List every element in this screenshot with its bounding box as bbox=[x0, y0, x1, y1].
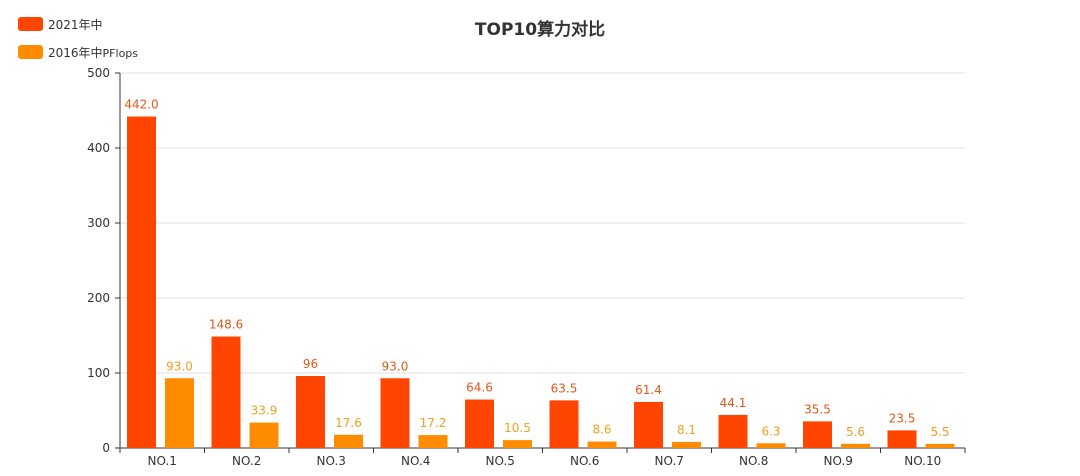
bar-2021 bbox=[634, 401, 663, 448]
bar-2016 bbox=[503, 440, 532, 448]
bar-2021 bbox=[380, 378, 410, 448]
x-tick-label: NO.9 bbox=[824, 454, 853, 468]
bar-2016 bbox=[334, 434, 363, 448]
bar-2021 bbox=[718, 414, 748, 448]
bar-2016 bbox=[672, 441, 701, 448]
data-label: 64.6 bbox=[466, 381, 493, 395]
bar-2016 bbox=[756, 443, 786, 448]
legend-item-2021[interactable]: 2021年中 bbox=[18, 14, 138, 34]
bar-2016 bbox=[418, 435, 448, 448]
data-label: 8.1 bbox=[677, 423, 696, 437]
legend-swatch-2016 bbox=[18, 45, 43, 59]
x-tick-label: NO.10 bbox=[904, 454, 941, 468]
x-tick-label: NO.2 bbox=[232, 454, 261, 468]
data-label: 96 bbox=[303, 357, 318, 371]
bar-2021 bbox=[549, 400, 579, 448]
chart-title: TOP10算力对比 bbox=[474, 20, 606, 40]
bar-2021 bbox=[887, 430, 917, 448]
data-label: 33.9 bbox=[251, 404, 278, 418]
data-label: 93.0 bbox=[382, 359, 409, 373]
x-tick-label: NO.1 bbox=[148, 454, 177, 468]
data-label: 23.5 bbox=[889, 411, 916, 425]
bar-2021 bbox=[127, 116, 156, 448]
bar-2016 bbox=[249, 422, 279, 448]
data-label: 35.5 bbox=[804, 402, 831, 416]
legend-label-2021: 2021年中 bbox=[48, 17, 103, 32]
data-label: 61.4 bbox=[635, 383, 662, 397]
legend-label-2016-name: 2016年中 bbox=[48, 45, 103, 60]
y-tick-label: 300 bbox=[87, 216, 110, 230]
legend-label-2016-unit: PFlops bbox=[102, 46, 139, 60]
data-label: 44.1 bbox=[720, 396, 747, 410]
legend-swatch-2021 bbox=[18, 17, 43, 31]
y-tick-label: 400 bbox=[87, 141, 110, 155]
data-label: 442.0 bbox=[124, 98, 158, 112]
y-tick-label: 100 bbox=[87, 366, 110, 380]
bar-2021 bbox=[803, 421, 832, 448]
bar-2021 bbox=[465, 399, 494, 448]
legend-item-2016[interactable]: 2016年中PFlops bbox=[18, 42, 138, 62]
bar-2016 bbox=[587, 441, 617, 448]
bar-2021 bbox=[296, 376, 325, 448]
legend: 2021年中 2016年中PFlops bbox=[18, 14, 138, 70]
data-label: 8.6 bbox=[592, 423, 611, 437]
data-label: 17.2 bbox=[420, 416, 447, 430]
data-label: 10.5 bbox=[504, 421, 531, 435]
x-tick-label: NO.8 bbox=[739, 454, 768, 468]
x-tick-label: NO.4 bbox=[401, 454, 430, 468]
data-label: 17.6 bbox=[335, 416, 362, 430]
bar-2016 bbox=[165, 378, 194, 448]
x-tick-label: NO.7 bbox=[655, 454, 684, 468]
data-label: 63.5 bbox=[551, 381, 578, 395]
y-tick-label: 0 bbox=[102, 441, 110, 455]
x-tick-label: NO.6 bbox=[570, 454, 599, 468]
bar-2016 bbox=[925, 443, 955, 448]
data-label: 6.3 bbox=[761, 424, 780, 438]
y-tick-label: 200 bbox=[87, 291, 110, 305]
bar-2021 bbox=[211, 336, 241, 448]
x-tick-label: NO.5 bbox=[486, 454, 515, 468]
bar-2016 bbox=[841, 443, 870, 448]
data-label: 93.0 bbox=[166, 359, 193, 373]
x-tick-label: NO.3 bbox=[317, 454, 346, 468]
legend-label-2016: 2016年中PFlops bbox=[48, 44, 138, 61]
data-label: 5.6 bbox=[846, 425, 865, 439]
data-label: 5.5 bbox=[930, 425, 949, 439]
data-label: 148.6 bbox=[209, 318, 243, 332]
y-tick-label: 500 bbox=[87, 66, 110, 80]
